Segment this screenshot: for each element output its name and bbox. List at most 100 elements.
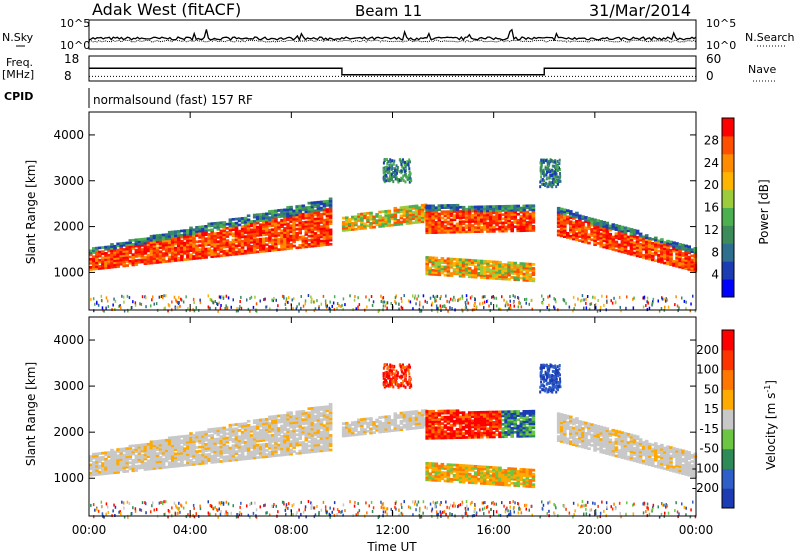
power-cell [446, 206, 451, 209]
power-cell [483, 226, 487, 229]
power-cell [286, 224, 290, 228]
power-cell [431, 212, 435, 216]
power-cell [375, 221, 379, 224]
power-cell [477, 267, 481, 271]
velocity-cell [219, 460, 224, 463]
power-cell [620, 225, 625, 229]
velocity-cell [164, 441, 169, 444]
velocity-cell [295, 421, 299, 424]
power-blob-cell [382, 168, 385, 172]
power-cell [155, 261, 160, 264]
power-cell [186, 245, 190, 249]
power-cell [177, 230, 181, 233]
velocity-cell [304, 449, 309, 452]
power-cell [599, 240, 603, 244]
power-cell [369, 226, 373, 229]
power-blob-cell [552, 182, 555, 186]
power-cell [434, 229, 439, 232]
power-cell [420, 218, 425, 222]
velocity-cell [207, 455, 211, 458]
power-cell [559, 215, 564, 219]
power-cell [611, 244, 616, 247]
power-cell [265, 247, 269, 251]
velocity-cell [316, 427, 321, 430]
power-cell [393, 211, 398, 214]
power-speckle [151, 298, 153, 302]
power-cell [213, 250, 217, 254]
power-cell [672, 243, 676, 247]
power-cell [295, 234, 299, 237]
power-cell [219, 221, 224, 225]
power-cell [222, 249, 227, 253]
velocity-cell [204, 457, 208, 461]
velocity-cell [225, 436, 230, 440]
power-blob-cell [404, 180, 407, 184]
velocity-cell [458, 436, 463, 439]
velocity-cell [271, 440, 275, 443]
power-cell [92, 263, 96, 267]
power-speckle [155, 302, 158, 306]
velocity-cell [363, 428, 367, 431]
power-cell [384, 214, 388, 217]
velocity-cell [180, 447, 184, 451]
power-cell [483, 268, 487, 271]
power-speckle [541, 294, 543, 298]
velocity-cell [174, 448, 178, 451]
velocity-cell [328, 444, 333, 448]
power-cell [566, 221, 570, 225]
power-cell [280, 235, 284, 239]
power-cell [629, 232, 634, 235]
power-cell [477, 220, 481, 223]
power-cell [95, 253, 99, 256]
velocity-cell [152, 446, 157, 450]
power-cell [237, 252, 242, 256]
power-cell [170, 255, 175, 258]
power-cell [498, 221, 502, 225]
velocity-cell [170, 465, 175, 468]
power-cell [177, 238, 181, 241]
power-cell [170, 251, 175, 254]
power-cell [434, 210, 439, 214]
power-cell [473, 209, 478, 213]
velocity-cell [286, 442, 290, 446]
power-cell [623, 228, 628, 232]
power-cell [455, 260, 460, 263]
power-cell [513, 221, 517, 224]
power-blob-cell [398, 179, 401, 182]
velocity-cell [328, 417, 333, 421]
velocity-cell [286, 428, 290, 431]
power-cell [222, 221, 227, 224]
velocity-cell [425, 432, 429, 436]
power-cell [228, 220, 233, 224]
power-cell [602, 233, 606, 236]
velocity-cell [328, 409, 333, 412]
power-cell [277, 215, 281, 218]
velocity-cell [161, 466, 166, 469]
power-cell [651, 237, 655, 241]
freq-line [89, 67, 696, 76]
power-speckle [207, 294, 209, 298]
power-cell [510, 208, 514, 212]
power-blob-cell [553, 175, 556, 179]
power-cell [638, 253, 643, 256]
velocity-cell [286, 415, 290, 419]
power-cell [525, 214, 530, 218]
velocity-cell [249, 438, 254, 441]
power-cell [161, 260, 166, 264]
power-cell [425, 268, 429, 272]
velocity-cell [310, 450, 315, 454]
velocity-cell [222, 447, 227, 450]
power-speckle [353, 298, 356, 302]
power-cell [378, 223, 382, 226]
velocity-cell [446, 436, 451, 440]
velocity-cell [152, 448, 157, 452]
velocity-cell [455, 419, 460, 423]
power-cell [92, 259, 96, 263]
power-cell [443, 265, 448, 269]
velocity-cell [167, 455, 172, 458]
power-speckle [291, 298, 293, 302]
velocity-cell [170, 463, 175, 466]
power-cell [684, 267, 688, 270]
velocity-cell [219, 441, 224, 445]
power-cell [396, 219, 401, 222]
